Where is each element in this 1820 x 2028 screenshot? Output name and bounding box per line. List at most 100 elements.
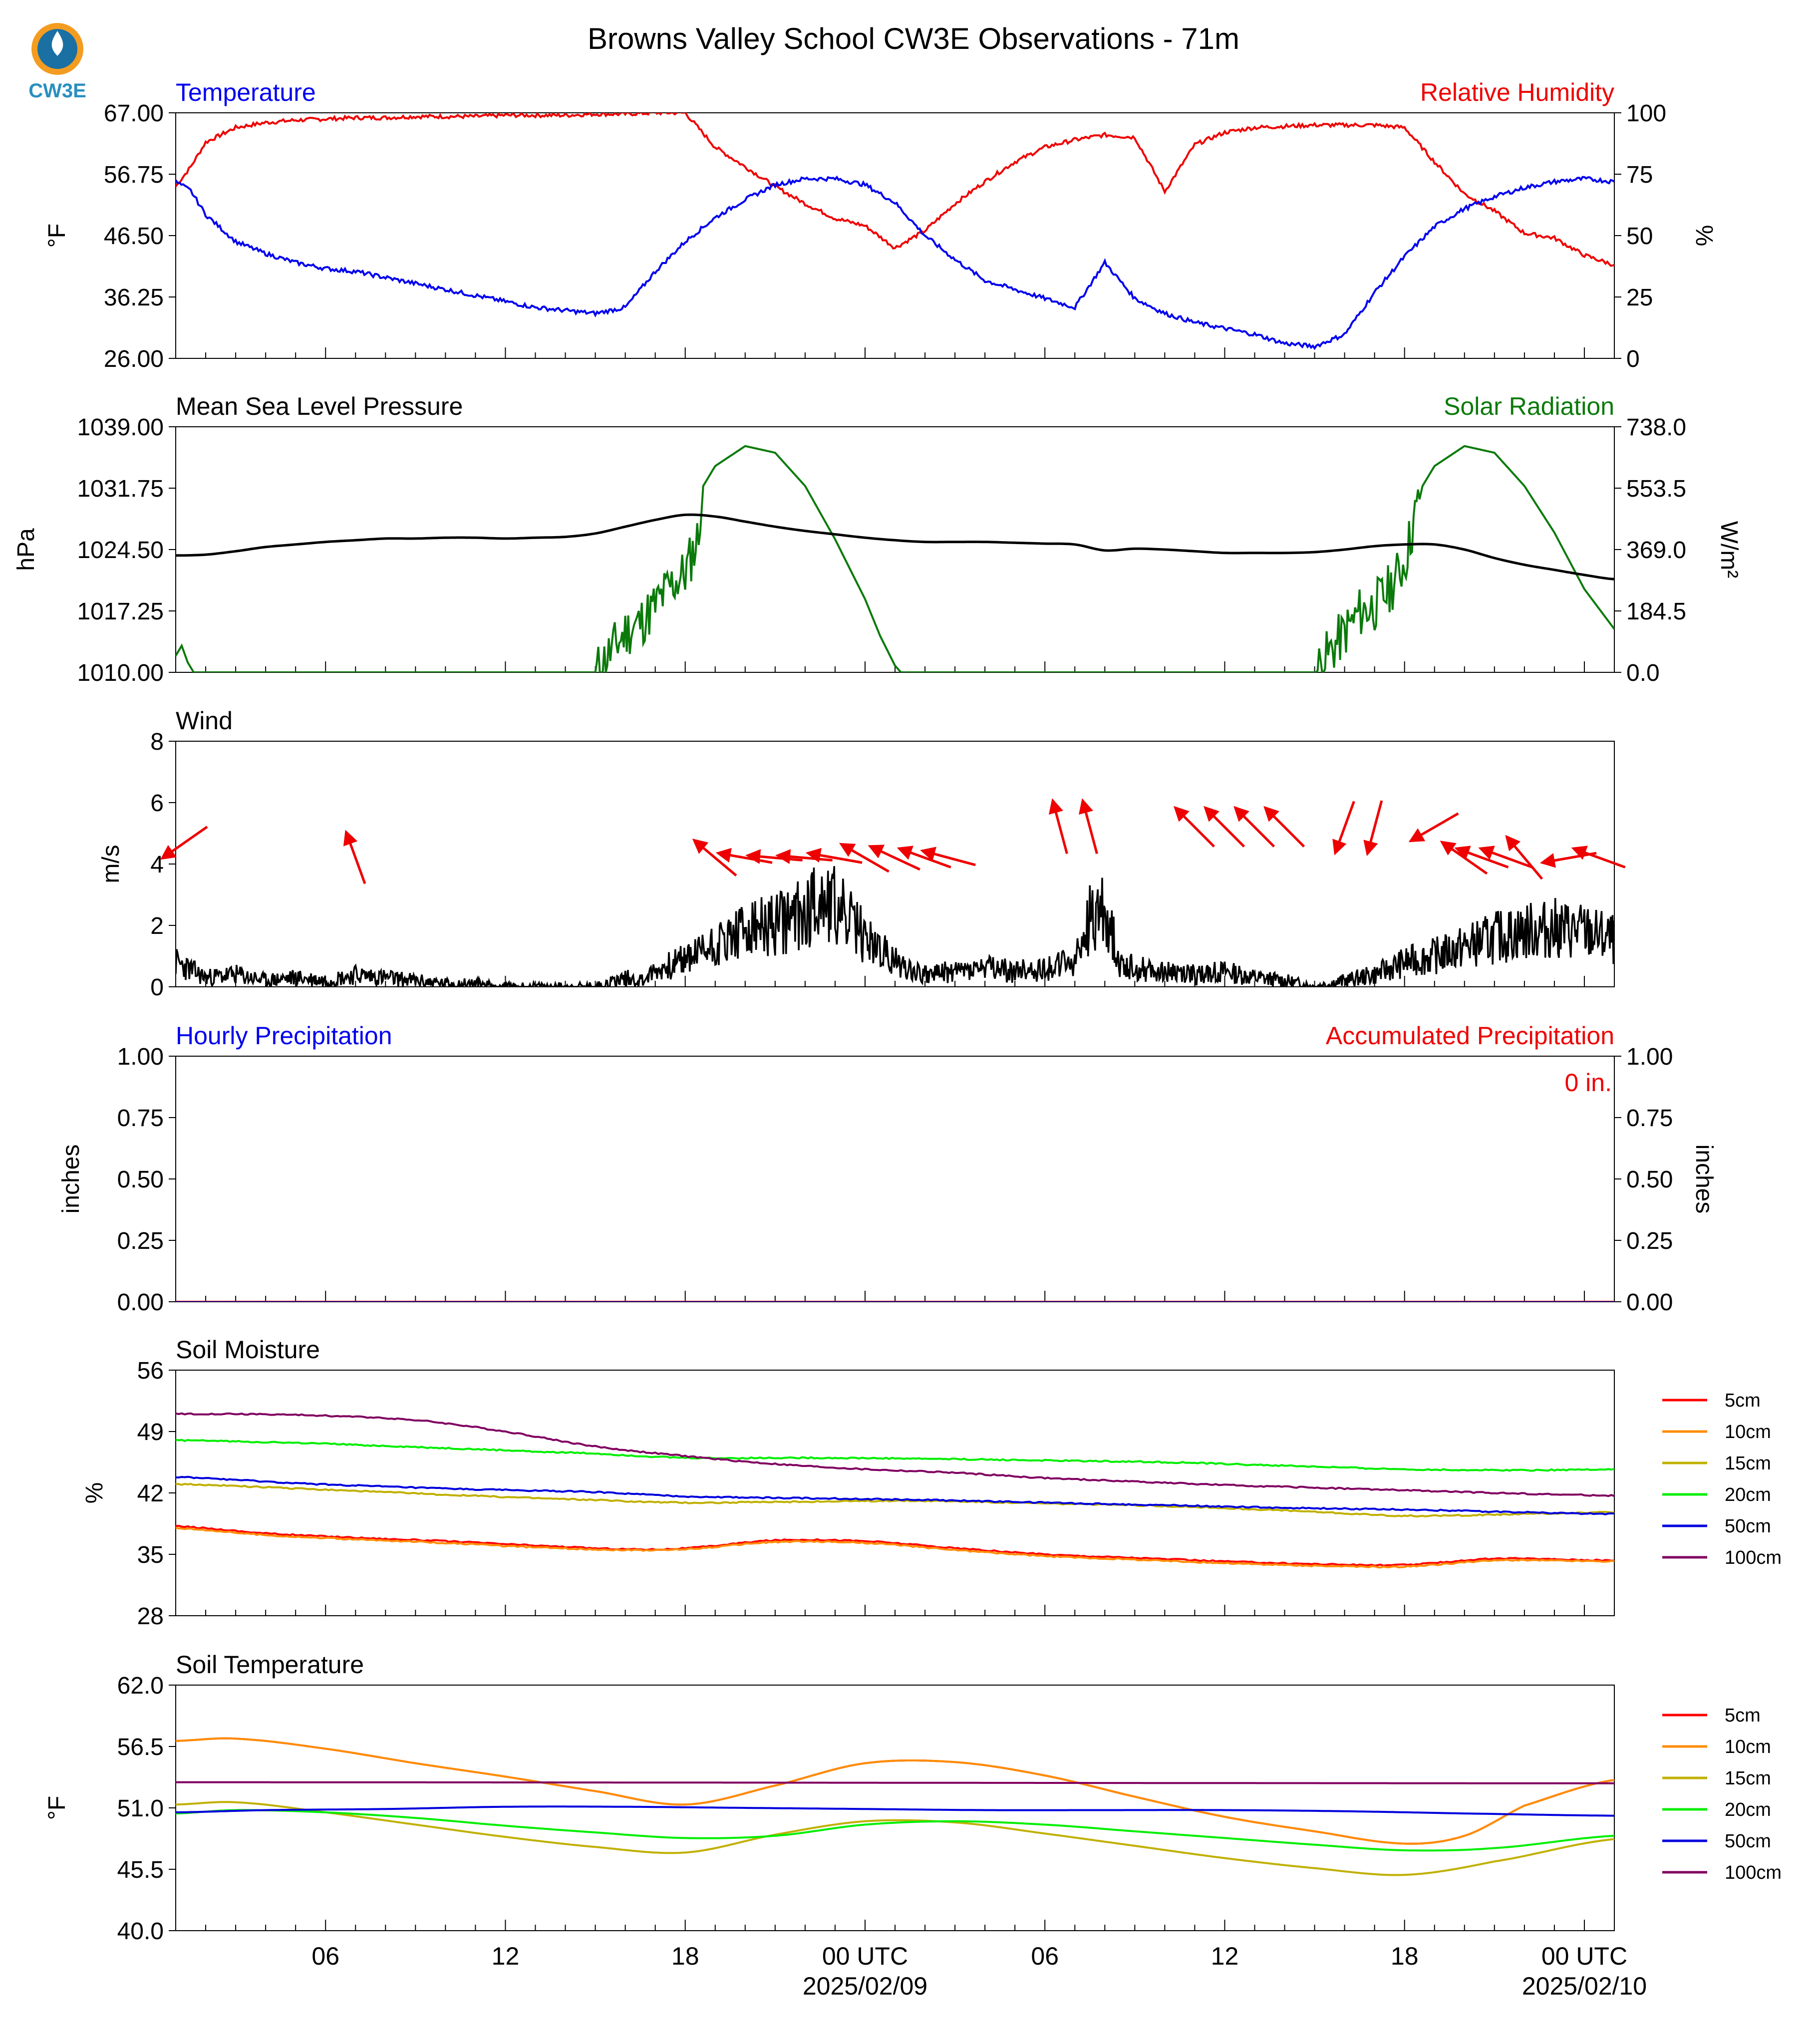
y-tick-label-right: 25 [1626,285,1653,311]
panel-left-title: Hourly Precipitation [176,1022,392,1050]
y-tick-label-right: 75 [1626,162,1653,188]
y-tick-label-left: 0.25 [117,1228,164,1254]
y-tick-label-left: 0 [150,974,164,1001]
x-tick-label: 00 UTC [822,1942,908,1970]
soil-line-100cm [176,1781,1614,1784]
panel-left-title: Soil Temperature [176,1651,364,1679]
y-tick-label-right: 0.0 [1626,660,1660,686]
y-tick-label-left: 28 [137,1603,164,1630]
y-tick-label-left: 56 [137,1358,164,1384]
y-tick-label-right: 0.50 [1626,1166,1673,1193]
soil-line-15cm [176,1482,1614,1518]
legend-label: 10cm [1725,1737,1771,1757]
y-axis-label-left: °F [44,1796,70,1820]
y-tick-label-left: 46.50 [104,223,164,250]
series-group [176,1737,1614,1876]
wind-direction-arrow [1505,835,1543,880]
x-tick-label: 06 [1031,1942,1059,1970]
panel-right-title: Solar Radiation [1444,392,1614,420]
y-tick-label-left: 49 [137,1419,164,1446]
series-group [176,445,1614,672]
y-axis-label-left: % [81,1482,108,1504]
solar-radiation-line [176,445,1614,672]
x-tick-label: 06 [311,1942,339,1970]
y-tick-label-left: 0.00 [117,1289,164,1316]
wind-direction-arrow [745,849,803,865]
legend-label: 100cm [1725,1547,1782,1568]
legend-label: 5cm [1725,1705,1761,1726]
wind-direction-arrow [775,849,833,865]
soil-line-20cm [176,1439,1614,1472]
soil-line-50cm [176,1805,1614,1817]
panel-left-title: Soil Moisture [176,1336,320,1364]
panel-right-title: Accumulated Precipitation [1326,1022,1614,1050]
y-tick-label-left: 1024.50 [77,537,164,564]
y-tick-label-right: 50 [1626,223,1653,250]
y-tick-label-left: 40.0 [117,1918,164,1945]
y-axis-label-left: m/s [98,845,124,883]
series-group [176,113,1614,350]
wind-direction-arrow [1263,806,1305,848]
panel-soil_temperature: 40.0 45.5 51.0 56.5 62.0 Soil Temperature °F 5c… [44,1651,1782,1945]
x-tick-label: 12 [492,1942,520,1970]
x-tick-label: 00 UTC [1541,1942,1627,1970]
wind-direction-arrow [1571,846,1626,869]
y-tick-label-left: 8 [150,729,164,755]
wind-speed-line [176,866,1614,987]
y-tick-label-left: 6 [150,790,164,817]
panel-temperature_humidity: 26.00 36.25 46.50 56.75 67.00 0 25 50 75 100 Tempe… [44,78,1717,372]
y-tick-label-right: 0.25 [1626,1228,1673,1254]
y-tick-label-right: 0.00 [1626,1289,1673,1316]
legend-label: 15cm [1725,1453,1771,1474]
soil-line-15cm [176,1801,1614,1876]
y-tick-label-left: 62.0 [117,1673,164,1699]
series-group [176,866,1614,987]
soil-line-100cm [176,1412,1614,1497]
wind-direction-arrow [920,847,976,867]
wind-direction-arrow [805,848,863,864]
y-tick-label-left: 56.5 [117,1734,164,1760]
y-tick-label-left: 0.50 [117,1166,164,1193]
panel-precipitation: 0.00 0.25 0.50 0.75 1.00 0.00 0.25 0.50 0.75 1.00… [58,1022,1717,1316]
y-tick-label-right: 0.75 [1626,1105,1673,1132]
panel-wind: 0 2 4 6 8 Wind m/s [98,707,1626,1001]
wind-direction-arrow [343,830,366,884]
y-axis-label-left: hPa [13,528,39,571]
soil-line-50cm [176,1475,1614,1515]
y-axis-label-right: W/m² [1716,521,1742,579]
y-tick-label-left: 1.00 [117,1044,164,1070]
legend: 5cm 10cm 15cm 20cm 50cm 100cm [1662,1705,1782,1883]
figure-title: Browns Valley School CW3E Observations -… [588,22,1239,55]
y-tick-label-left: 4 [150,852,164,878]
legend-label: 100cm [1725,1862,1782,1883]
wind-direction-arrow [868,845,920,871]
wind-direction-arrow [160,826,208,860]
wind-direction-arrow [1173,806,1215,848]
legend-label: 50cm [1725,1831,1771,1852]
y-tick-label-left: 1039.00 [77,414,164,441]
logo-drop-icon [51,31,63,56]
y-tick-label-left: 42 [137,1480,164,1507]
legend: 5cm 10cm 15cm 20cm 50cm 100cm [1662,1390,1782,1568]
humidity-line [176,113,1614,267]
wind-direction-arrow [1048,798,1068,854]
y-tick-label-right: 1.00 [1626,1044,1673,1070]
wind-direction-arrow [692,839,737,876]
wind-direction-arrow [1478,846,1533,869]
legend-label: 10cm [1725,1422,1771,1443]
x-tick-label: 18 [1391,1942,1419,1970]
soil-line-10cm [176,1526,1614,1569]
legend-label: 20cm [1725,1484,1771,1505]
wind-arrows [160,798,1626,884]
y-tick-label-left: 1017.25 [77,598,164,625]
panel-pressure_solar: 1010.00 1017.25 1024.50 1031.75 1039.00 0.0 18… [13,392,1742,686]
accumulated-total-label: 0 in. [1564,1069,1612,1097]
y-tick-label-left: 1010.00 [77,660,164,686]
y-tick-label-left: 36.25 [104,285,164,311]
y-tick-label-right: 738.0 [1626,414,1686,441]
temperature-line [176,175,1614,350]
y-axis-label-right: inches [1691,1145,1717,1214]
legend-label: 20cm [1725,1799,1771,1820]
